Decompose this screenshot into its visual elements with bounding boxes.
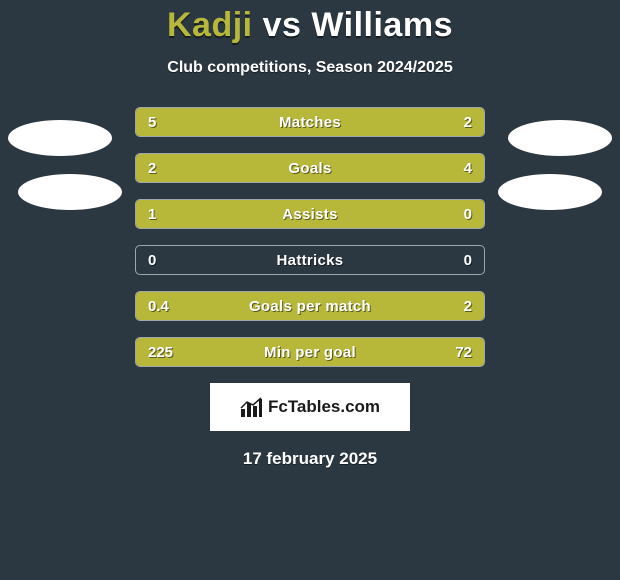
- stat-row: 22572Min per goal: [135, 337, 485, 367]
- stat-row: 00Hattricks: [135, 245, 485, 275]
- stats-container: 52Matches 24Goals 10Assists 00Hattricks 0.42…: [0, 107, 620, 367]
- stat-row: 0.42Goals per match: [135, 291, 485, 321]
- stat-row: 24Goals: [135, 153, 485, 183]
- stat-label: Goals per match: [136, 292, 484, 320]
- stat-label: Assists: [136, 200, 484, 228]
- vs-text: vs: [263, 6, 302, 44]
- bars-icon: [240, 397, 262, 417]
- branding-text: FcTables.com: [268, 397, 380, 417]
- stat-label: Min per goal: [136, 338, 484, 366]
- stat-label: Goals: [136, 154, 484, 182]
- stat-label: Matches: [136, 108, 484, 136]
- stat-row: 52Matches: [135, 107, 485, 137]
- player1-name: Kadji: [167, 6, 253, 44]
- stat-row: 10Assists: [135, 199, 485, 229]
- player2-name: Williams: [311, 6, 453, 44]
- branding-badge: FcTables.com: [210, 383, 410, 431]
- card-title: Kadji vs Williams: [0, 6, 620, 45]
- footer-date: 17 february 2025: [0, 449, 620, 469]
- stat-label: Hattricks: [136, 246, 484, 274]
- subtitle: Club competitions, Season 2024/2025: [0, 59, 620, 77]
- comparison-card: Kadji vs Williams Club competitions, Sea…: [0, 0, 620, 580]
